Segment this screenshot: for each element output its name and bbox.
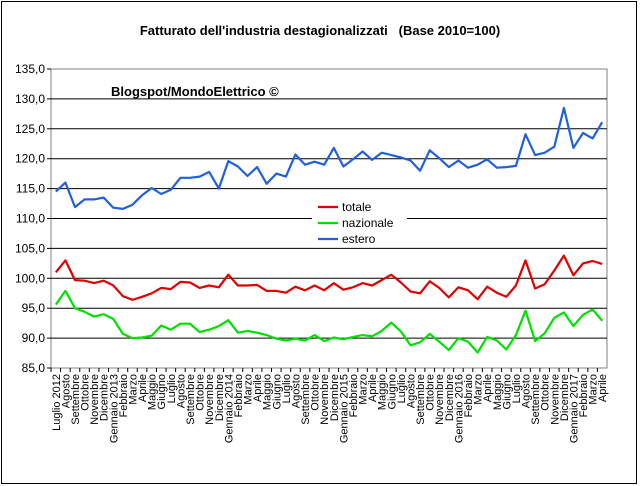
x-tick-label: Ottobre — [540, 374, 552, 411]
series-line-estero — [55, 106, 604, 210]
plot-area: 85,0 90,0 95,0 100,0 105,0 110,0 115,0 120,0 125… — [15, 62, 609, 443]
y-tick-label: 115,0 — [16, 182, 45, 196]
series-lines — [54, 106, 604, 354]
x-tick-label: Ottobre — [80, 374, 92, 411]
y-tick-label: 120,0 — [15, 152, 45, 166]
x-tick-label: Novembre — [89, 374, 101, 425]
x-tick-label: Marzo — [473, 374, 485, 405]
y-tick-label: 105,0 — [15, 241, 45, 255]
x-tick-label: Gennaio 2013 — [108, 374, 120, 443]
x-tick-label: Agosto — [290, 374, 302, 408]
x-tick-label: Febbraio — [463, 374, 475, 417]
x-tick-label: Dicembre — [214, 374, 226, 421]
x-tick-label: Luglio — [396, 374, 408, 403]
x-tick-label: Maggio — [147, 374, 159, 410]
x-tick-label: Gennaio 2014 — [223, 374, 235, 443]
y-tick-label: 130,0 — [15, 92, 45, 106]
x-tick-label: Marzo — [243, 374, 255, 405]
x-tick-label: Gennaio 2015 — [338, 374, 350, 443]
x-tick-label: Aprile — [137, 374, 149, 402]
x-tick-label: Luglio — [281, 374, 293, 403]
x-tick-label: Febbraio — [233, 374, 245, 417]
x-tick-label: Dicembre — [559, 374, 571, 421]
x-tick-label: Luglio — [511, 374, 523, 403]
x-tick-label: Luglio — [166, 374, 178, 403]
legend-label-nazionale: nazionale — [342, 216, 394, 230]
x-tick-label: Marzo — [588, 374, 600, 405]
x-tick-label: Novembre — [434, 374, 446, 425]
x-tick-label: Maggio — [377, 374, 389, 410]
x-tick-label: Febbraio — [118, 374, 130, 417]
x-tick-label: Febbraio — [348, 374, 360, 417]
x-tick-label: Maggio — [492, 374, 504, 410]
x-tick-label: Settembre — [415, 374, 427, 425]
x-tick-label: Giugno — [271, 374, 283, 409]
x-tick-label: Dicembre — [329, 374, 341, 421]
y-tick-label: 125,0 — [15, 122, 45, 136]
y-tick-label: 95,0 — [22, 301, 46, 315]
legend-label-estero: estero — [342, 232, 376, 246]
watermark: Blogspot/MondoElettrico © — [111, 84, 279, 99]
x-tick-label: Settembre — [70, 374, 82, 425]
x-tick-label: Marzo — [127, 374, 139, 405]
x-axis-ticks: Luglio 2012AgostoSettembreOttobreNovembr… — [50, 368, 609, 443]
x-tick-label: Ottobre — [310, 374, 322, 411]
y-tick-label: 110,0 — [16, 212, 45, 226]
x-tick-label: Settembre — [300, 374, 312, 425]
x-tick-label: Novembre — [204, 374, 216, 425]
x-tick-label: Agosto — [405, 374, 417, 408]
x-tick-label: Ottobre — [425, 374, 437, 411]
x-tick-label: Novembre — [549, 374, 561, 425]
x-tick-label: Agosto — [60, 374, 72, 408]
x-tick-label: Gennaio 2016 — [453, 374, 465, 443]
series-line-totale — [54, 254, 603, 301]
y-tick-label: 100,0 — [15, 271, 45, 285]
x-tick-label: Giugno — [386, 374, 398, 409]
y-axis-ticks: 85,0 90,0 95,0 100,0 105,0 110,0 115,0 120,0 125… — [15, 62, 51, 375]
x-tick-label: Novembre — [319, 374, 331, 425]
x-tick-label: Agosto — [521, 374, 533, 408]
x-tick-label: Marzo — [358, 374, 370, 405]
x-tick-label: Giugno — [156, 374, 168, 409]
x-tick-label: Agosto — [175, 374, 187, 408]
y-tick-label: 135,0 — [15, 62, 45, 76]
x-tick-label: Giugno — [501, 374, 513, 409]
x-tick-label: Luglio 2012 — [51, 374, 63, 431]
x-tick-label: Gennaio 2017 — [568, 374, 580, 443]
x-tick-label: Settembre — [530, 374, 542, 425]
x-tick-label: Aprile — [482, 374, 494, 402]
x-tick-label: Maggio — [262, 374, 274, 410]
legend: totale nazionale estero — [312, 198, 407, 246]
x-tick-label: Dicembre — [99, 374, 111, 421]
series-line-nazionale — [54, 289, 604, 354]
legend-label-totale: totale — [342, 200, 372, 214]
x-tick-label: Aprile — [252, 374, 264, 402]
x-tick-label: Settembre — [185, 374, 197, 425]
x-tick-label: Aprile — [367, 374, 379, 402]
y-tick-label: 85,0 — [22, 361, 46, 375]
chart-title: Fatturato dell'industria destagionalizza… — [140, 23, 500, 38]
x-tick-label: Febbraio — [578, 374, 590, 417]
x-tick-label: Dicembre — [444, 374, 456, 421]
x-tick-label: Aprile — [597, 374, 609, 402]
x-tick-label: Ottobre — [195, 374, 207, 411]
y-tick-label: 90,0 — [22, 331, 46, 345]
